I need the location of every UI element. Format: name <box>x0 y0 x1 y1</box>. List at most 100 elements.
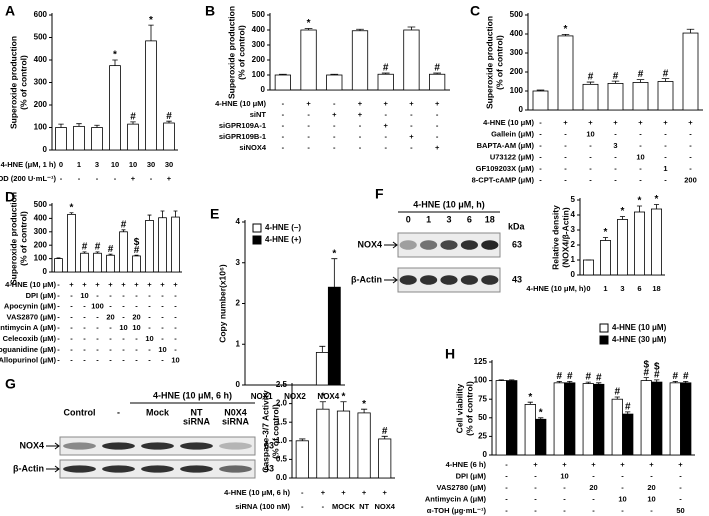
y-tick-label: 4 <box>236 217 241 226</box>
condition-label: Aminoguanidine (μM) <box>0 345 56 354</box>
significance-mark: # <box>643 367 649 378</box>
panel-letter: F <box>375 186 384 202</box>
error-bar <box>683 380 689 383</box>
y-tick-label: 0.5 <box>276 455 288 464</box>
condition-label: Celecoxib (μM) <box>3 334 57 343</box>
condition-mark: + <box>362 488 367 497</box>
condition-mark: - <box>109 356 112 365</box>
condition-mark: - <box>614 175 617 184</box>
condition-mark: - <box>436 110 439 119</box>
condition-mark: - <box>592 494 595 503</box>
condition-mark: - <box>564 129 567 138</box>
band <box>460 275 478 285</box>
bar <box>506 380 518 456</box>
condition-mark: + <box>613 118 618 127</box>
band <box>63 442 96 450</box>
condition-mark: - <box>57 356 60 365</box>
condition-mark: - <box>161 323 164 332</box>
condition-label: siGPR109A-1 <box>219 121 266 130</box>
error-bar <box>625 411 631 415</box>
condition-mark: - <box>664 129 667 138</box>
y-tick-label: 400 <box>34 214 48 223</box>
condition-mark: - <box>83 356 86 365</box>
bar <box>583 259 595 276</box>
band <box>219 442 252 450</box>
significance-mark: * <box>332 248 336 259</box>
condition-mark: - <box>589 141 592 150</box>
condition-mark: - <box>564 175 567 184</box>
error-bar <box>130 121 136 125</box>
condition-mark: 10 <box>158 345 166 354</box>
condition-mark: - <box>70 312 73 321</box>
bar <box>145 40 157 151</box>
error-bar <box>561 33 570 36</box>
significance-mark: # <box>95 242 101 253</box>
condition-mark: + <box>167 174 172 183</box>
significance-mark: * <box>362 399 366 410</box>
y-axis-label: Relative density <box>550 205 560 270</box>
condition-mark: - <box>679 483 682 492</box>
condition-mark: - <box>135 345 138 354</box>
condition-mark: - <box>57 323 60 332</box>
condition-mark: + <box>649 460 654 469</box>
y-tick-label: 500 <box>34 200 48 209</box>
error-bar <box>567 380 573 383</box>
condition-mark: - <box>109 345 112 354</box>
error-bar <box>95 251 100 254</box>
condition-mark: - <box>534 483 537 492</box>
condition-mark: - <box>359 121 362 130</box>
condition-mark: - <box>161 356 164 365</box>
condition-mark: - <box>78 174 81 183</box>
condition-label: Gallein (μM) <box>491 129 534 138</box>
bar <box>622 413 634 456</box>
kda-label: kDa <box>508 221 526 231</box>
error-bar <box>279 73 287 75</box>
error-bar <box>166 120 172 123</box>
condition-mark: + <box>121 280 126 289</box>
x-tick-label: NOX2 <box>284 392 306 401</box>
condition-mark: - <box>621 471 624 480</box>
panel-letter: B <box>205 3 215 19</box>
condition-label: SOD (200 U·mL⁻¹) <box>0 174 56 183</box>
bar <box>55 127 67 151</box>
significance-mark: # <box>82 242 88 253</box>
condition-mark: + <box>358 110 363 119</box>
y-tick-label: 0 <box>519 105 524 114</box>
significance-mark: # <box>588 72 594 83</box>
condition-mark: - <box>534 471 537 480</box>
bar <box>158 217 167 273</box>
condition-mark: - <box>384 110 387 119</box>
bar <box>557 35 574 111</box>
significance-mark: # <box>434 63 440 74</box>
bar <box>300 29 317 91</box>
condition-label: α-TOH (μg·mL⁻¹) <box>427 506 487 515</box>
condition-mark: - <box>614 129 617 138</box>
bar <box>67 213 76 273</box>
condition-label: 8-CPT-cAMP (μM) <box>472 175 535 184</box>
bar <box>316 408 330 479</box>
lane-label: Mock <box>146 407 170 417</box>
bar <box>669 382 681 456</box>
bar <box>657 81 674 111</box>
y-tick-label: 25 <box>478 432 487 441</box>
error-bar <box>94 124 100 128</box>
condition-mark: - <box>122 356 125 365</box>
bar <box>106 254 115 273</box>
y-axis-label: (% of control) <box>18 211 28 266</box>
condition-mark: - <box>564 164 567 173</box>
condition-mark: - <box>301 502 304 511</box>
lane-label: N0X4 <box>224 407 247 417</box>
condition-mark: + <box>147 280 152 289</box>
condition-mark: - <box>148 345 151 354</box>
condition-mark: + <box>384 99 389 108</box>
condition-mark: - <box>650 471 653 480</box>
significance-mark: # <box>134 245 140 256</box>
condition-mark: - <box>614 164 617 173</box>
condition-mark: 10 <box>119 323 127 332</box>
band <box>219 465 252 473</box>
blot-title: 4-HNE (10 μM, 6 h) <box>153 390 232 400</box>
legend-swatch <box>599 335 609 345</box>
condition-mark: + <box>533 460 538 469</box>
condition-mark: + <box>95 280 100 289</box>
condition-mark: + <box>563 118 568 127</box>
